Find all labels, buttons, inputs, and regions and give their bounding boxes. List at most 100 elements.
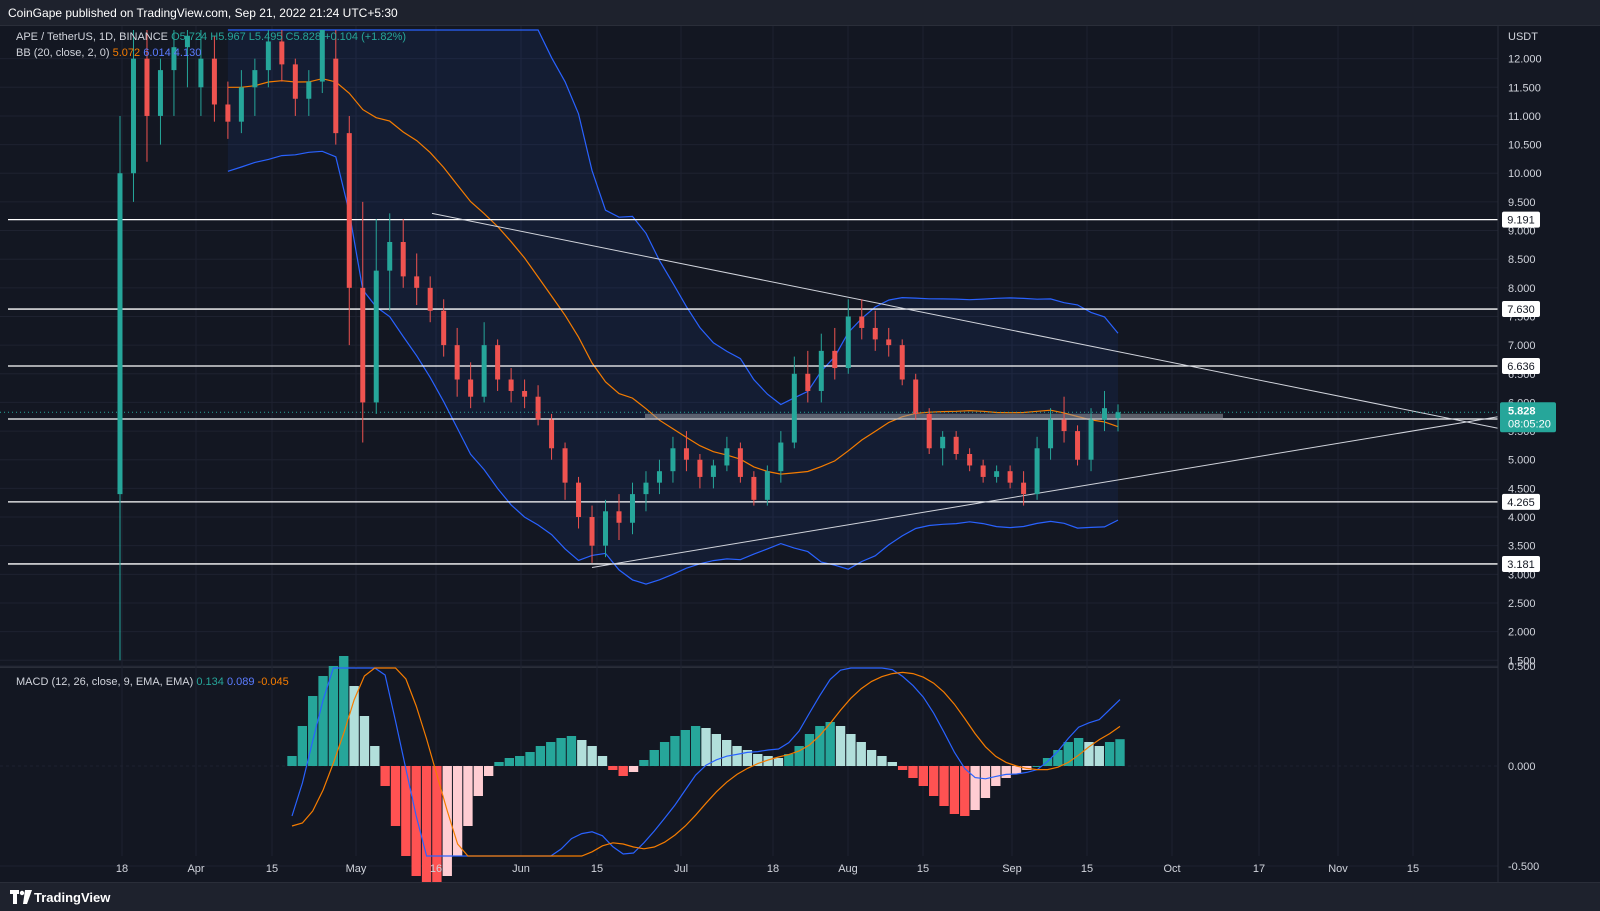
macd-histogram-bar (866, 750, 877, 766)
macd-histogram-bar (556, 738, 566, 766)
macd-histogram-bar (649, 750, 659, 766)
price-tick-label: 1.500 (1508, 655, 1536, 667)
candle-body (845, 316, 851, 369)
price-chart[interactable]: USDT 12.000 11.500 11.000 10.500 10.000 9.500 9… (0, 26, 1600, 882)
grid-lines (0, 26, 1600, 867)
candle-body (427, 287, 433, 311)
symbol-legend[interactable]: APE / TetherUS, 1D, BINANCE O5.724 H5.96… (16, 31, 406, 43)
candle-body (643, 482, 649, 495)
level-label: 6.636 (1507, 361, 1535, 373)
candle-body (980, 465, 986, 477)
footer-bar: TradingView (0, 882, 1600, 911)
support-zone-band (645, 413, 1223, 420)
candle-body (387, 242, 393, 271)
last-price-label: 5.828 (1508, 405, 1536, 417)
macd-histogram-bar (318, 676, 328, 766)
price-tick-label: 2.000 (1508, 627, 1536, 639)
macd-histogram-bar (577, 740, 587, 766)
price-tick-label: 3.500 (1508, 541, 1536, 553)
price-tick-label: 3.000 (1508, 569, 1536, 581)
macd-histogram-bar (908, 766, 918, 778)
macd-tick-label: -0.500 (1508, 861, 1539, 873)
time-tick-label: 15 (917, 863, 929, 875)
bollinger-upper-line (227, 29, 1119, 406)
macd-histogram-bar (970, 766, 980, 810)
macd-line (291, 667, 1121, 857)
candle-body (603, 511, 609, 546)
candle-body (629, 494, 635, 523)
time-tick-label: 15 (591, 863, 603, 875)
candle-body (414, 276, 420, 288)
time-axis: 18 Apr 15 May 16 Jun 15 Jul 18 Aug 15 Sep 15 Oct 17 Nov… (116, 863, 1419, 875)
candle-body (994, 471, 1000, 477)
macd-histogram-bar (794, 746, 804, 766)
price-tick-label: 5.000 (1508, 455, 1536, 467)
price-tick-label: 11.000 (1508, 111, 1541, 123)
macd-hist-value: 0.134 (196, 676, 224, 688)
macd-line-value: 0.089 (226, 676, 255, 688)
macd-histogram-bar (773, 758, 784, 766)
macd-histogram-bar (390, 766, 401, 826)
macd-histogram-bar (1001, 766, 1011, 778)
macd-histogram-bar (887, 762, 897, 766)
candle-body (1061, 419, 1067, 432)
macd-histogram-bar (1084, 742, 1094, 766)
time-tick-label: Apr (187, 863, 204, 875)
macd-histogram-bar (1053, 750, 1063, 766)
candle-body (211, 58, 217, 105)
close-value: C5.828 (285, 31, 321, 43)
candle-body (481, 345, 487, 397)
candle-body (832, 350, 838, 369)
bb-legend[interactable]: BB (20, close, 2, 0) 5.072 6.014 4.130 (16, 47, 201, 59)
macd-tick-label: 0.500 (1508, 661, 1536, 673)
macd-histogram-bar (639, 760, 649, 766)
macd-histogram-bar (597, 756, 608, 766)
currency-label: USDT (1508, 31, 1538, 43)
candle-body (697, 459, 703, 477)
level-label-box (1502, 357, 1540, 374)
candle-body (454, 345, 460, 380)
macd-histogram-bar (401, 766, 411, 856)
countdown-label: 08:05:20 (1508, 418, 1551, 430)
low-value: L5.495 (248, 31, 283, 43)
macd-histogram-bar (421, 766, 432, 882)
level-label-box (1502, 301, 1540, 318)
candle-body (360, 287, 366, 403)
macd-histogram-bar (287, 756, 297, 766)
macd-histogram-bar (742, 750, 753, 766)
macd-histogram-bar (349, 686, 359, 766)
macd-histogram-bar (846, 734, 856, 766)
candle-body (508, 379, 514, 391)
bb-upper-value: 6.014 (143, 47, 171, 59)
macd-histogram-bar (722, 740, 732, 766)
bb-label: BB (20, close, 2, 0) (16, 47, 110, 59)
candle-body (576, 482, 582, 518)
horizontal-levels (8, 218, 1498, 565)
bollinger-basis-line (227, 78, 1119, 475)
tradingview-brand: TradingView (34, 890, 111, 905)
macd-histogram-bar (452, 766, 463, 856)
price-tick-label: 9.500 (1508, 197, 1536, 209)
candle-body (346, 133, 352, 288)
candle-body (306, 81, 312, 99)
macd-histogram-bar (825, 722, 835, 766)
candle-body (144, 58, 150, 116)
candle-body (967, 454, 973, 466)
macd-tick-label: 0.000 (1508, 761, 1536, 773)
candle-body (252, 70, 258, 88)
candle-body (589, 517, 595, 546)
macd-histogram-bar (929, 766, 939, 796)
macd-legend[interactable]: MACD (12, 26, close, 9, EMA, EMA) 0.134 … (16, 676, 289, 688)
time-tick-label: 18 (767, 863, 779, 875)
macd-histogram-bar (473, 766, 483, 796)
time-tick-label: Sep (1002, 863, 1022, 875)
macd-histogram-bar (587, 746, 597, 766)
candle-body (1048, 419, 1054, 449)
candle-body (872, 327, 878, 340)
macd-histogram-bar (442, 766, 452, 876)
candle-body (764, 471, 770, 500)
time-tick-label: 15 (266, 863, 278, 875)
macd-histogram-bar (525, 752, 535, 766)
macd-histogram-bar (432, 766, 442, 882)
level-label: 4.265 (1507, 497, 1535, 509)
